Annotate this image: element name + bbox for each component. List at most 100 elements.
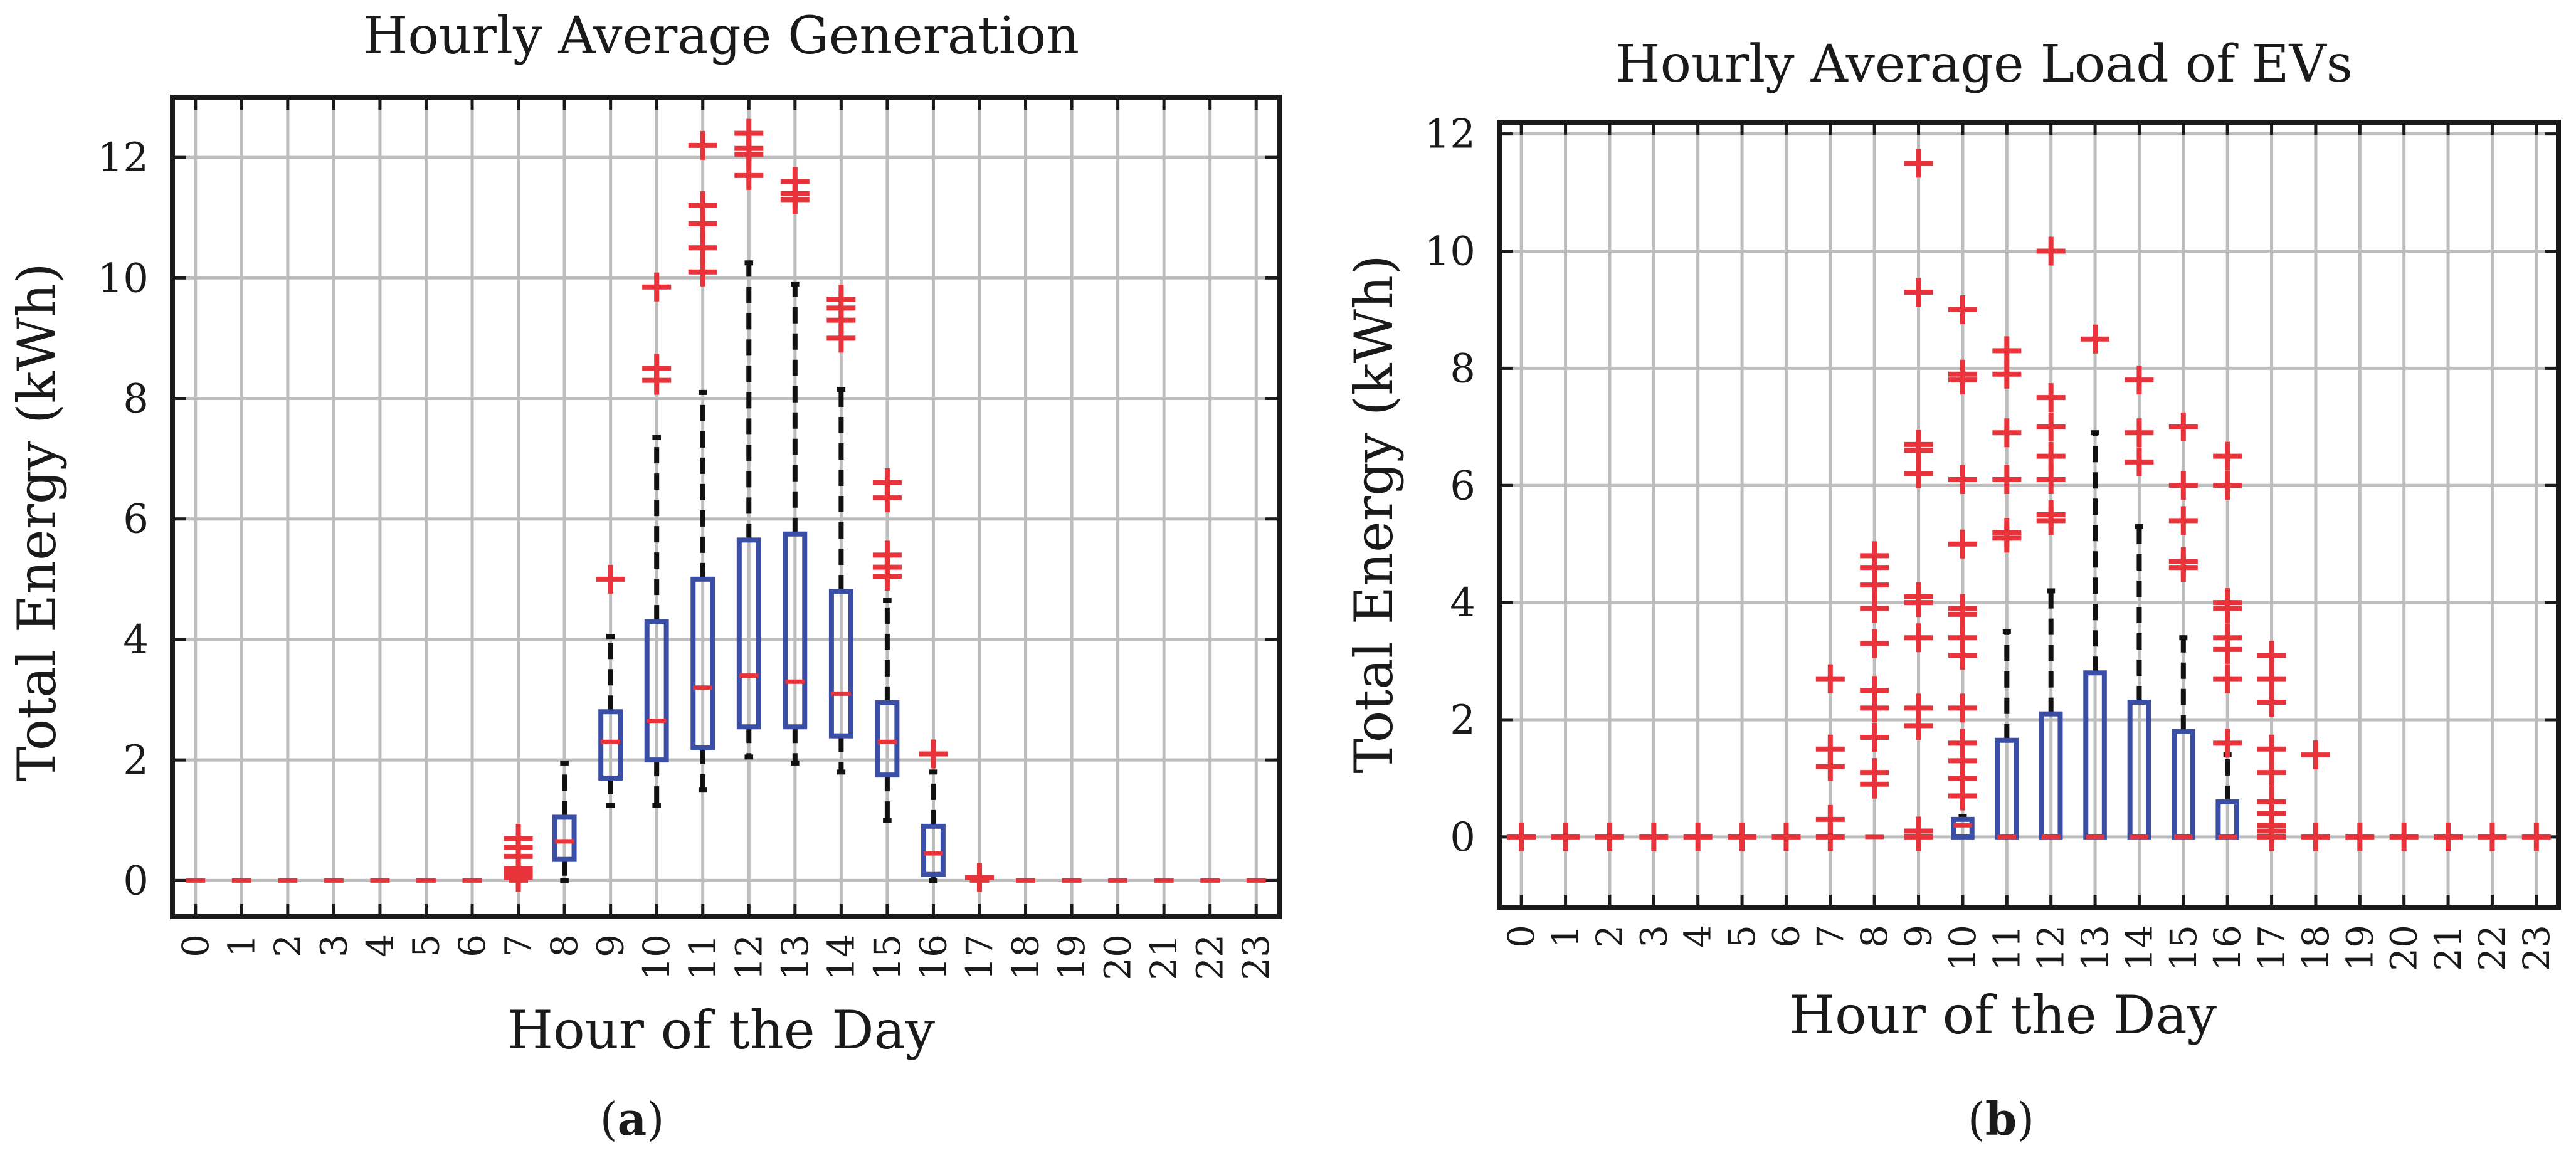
x-tick-label: 7 (1809, 925, 1852, 948)
y-tick-label: 10 (1425, 229, 1475, 275)
outlier-point (1507, 822, 1536, 851)
outlier-point (2301, 822, 2330, 851)
box (552, 814, 577, 862)
box (644, 619, 669, 763)
outlier-point (1904, 277, 1933, 307)
x-tick-label: 2 (267, 934, 309, 957)
y-tick-label: 12 (98, 135, 149, 181)
y-tick-label: 6 (123, 497, 149, 543)
outlier-point (2345, 822, 2375, 851)
outlier-point (2125, 366, 2154, 395)
outlier-point (2036, 500, 2066, 529)
x-tick-label: 22 (1189, 934, 1232, 981)
x-axis-label: Hour of the Day (1789, 984, 2217, 1046)
outlier-point (2478, 822, 2507, 851)
x-tick-label: 11 (682, 934, 724, 981)
x-tick-label: 20 (2383, 925, 2426, 971)
plot-frame (1497, 120, 2561, 910)
outlier-point (780, 167, 810, 196)
outlier-point (2213, 471, 2242, 500)
outlier-point (688, 130, 717, 160)
outlier-point (2257, 734, 2286, 764)
outlier-point (2213, 729, 2242, 758)
x-tick-label: 16 (912, 934, 954, 981)
outlier-point (2434, 822, 2463, 851)
outlier-point (1860, 676, 1889, 705)
x-tick-label: 11 (1985, 925, 2028, 971)
x-tick-label: 12 (2030, 925, 2072, 971)
y-tick-label: 0 (123, 858, 149, 904)
outlier-point (1860, 629, 1889, 658)
outlier-point (2036, 441, 2066, 471)
outlier-point (1815, 804, 1845, 834)
outlier-point (1551, 822, 1580, 851)
x-tick-label: 23 (2515, 925, 2558, 971)
outlier-point (2036, 412, 2066, 441)
x-tick-label: 21 (1143, 934, 1185, 981)
outlier-point (1948, 529, 1977, 559)
chart-title: Hourly Average Generation (363, 6, 1079, 66)
x-tick-label: 13 (774, 934, 816, 981)
x-tick-label: 0 (1500, 925, 1543, 948)
outlier-point (642, 272, 672, 302)
box (875, 700, 900, 778)
outlier-point (1639, 822, 1669, 851)
y-tick-label: 6 (1450, 463, 1475, 509)
outlier-point (688, 257, 717, 287)
x-tick-label: 4 (359, 934, 401, 957)
outlier-point (2213, 623, 2242, 653)
x-tick-label: 20 (1097, 934, 1139, 981)
x-tick-label: 0 (174, 934, 217, 957)
outlier-point (1904, 149, 1933, 178)
x-tick-label: 1 (1544, 925, 1587, 948)
outlier-point (2036, 383, 2066, 413)
x-tick-label: 21 (2427, 925, 2469, 971)
outlier-point (2257, 787, 2286, 816)
x-tick-label: 17 (2251, 925, 2293, 971)
outlier-point (1992, 518, 2022, 547)
outlier-point (2301, 740, 2330, 770)
x-tick-label: 9 (589, 934, 632, 957)
outlier-point (872, 540, 902, 570)
x-tick-label: 16 (2206, 925, 2249, 971)
outlier-point (2213, 588, 2242, 618)
outlier-point (919, 739, 948, 769)
y-tick-label: 8 (123, 376, 149, 423)
y-tick-label: 4 (123, 617, 149, 663)
outlier-point (1992, 465, 2022, 494)
outlier-point (1948, 295, 1977, 324)
x-tick-label: 13 (2074, 925, 2116, 971)
x-tick-label: 7 (497, 934, 540, 957)
x-tick-label: 3 (1632, 925, 1675, 948)
box (736, 537, 761, 730)
box (598, 709, 623, 781)
x-tick-label: 14 (820, 934, 862, 981)
x-tick-label: 3 (312, 934, 355, 957)
outlier-point (596, 564, 625, 594)
x-tick-label: 5 (404, 934, 447, 957)
plot-frame (170, 95, 1282, 919)
x-tick-label: 1 (220, 934, 263, 957)
outlier-point (2389, 822, 2419, 851)
outlier-point (1904, 816, 1933, 846)
y-axis-label: Total Energy (kWh) (6, 263, 68, 782)
outlier-point (642, 354, 672, 383)
outlier-point (1992, 336, 2022, 366)
x-tick-label: 4 (1677, 925, 1719, 948)
outlier-point (1948, 359, 1977, 389)
x-tick-label: 8 (1853, 925, 1896, 948)
outlier-point (688, 191, 717, 220)
outlier-point (964, 863, 994, 892)
outlier-point (2081, 324, 2110, 354)
x-tick-label: 18 (2294, 925, 2337, 971)
x-tick-label: 23 (1235, 934, 1277, 981)
outlier-point (2036, 236, 2066, 266)
y-tick-label: 2 (1450, 697, 1475, 744)
outlier-point (1948, 594, 1977, 623)
x-tick-label: 5 (1721, 925, 1763, 948)
outlier-point (1728, 822, 1757, 851)
x-tick-label: 15 (2162, 925, 2205, 971)
